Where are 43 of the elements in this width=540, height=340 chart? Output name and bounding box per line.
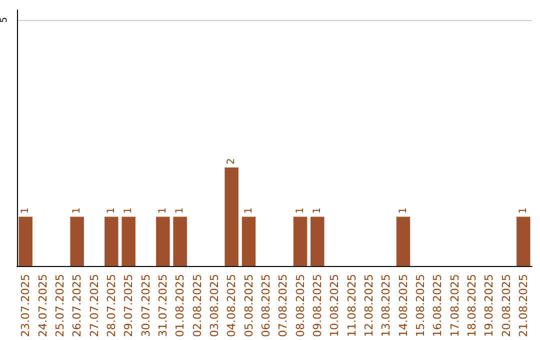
x-tick-label: 29.07.2025 [122, 274, 136, 338]
data-label: 1 [157, 207, 168, 214]
x-tick-label: 16.08.2025 [431, 274, 444, 338]
x-tick-label: 18.08.2025 [465, 274, 478, 338]
x-tick-label: 19.08.2025 [482, 274, 496, 338]
x-tick-label: 03.08.2025 [208, 274, 221, 338]
x-tick-label: 04.08.2025 [225, 274, 238, 338]
data-label: 2 [226, 158, 238, 165]
x-tick-label: 12.08.2025 [362, 274, 376, 338]
x-tick-label: 02.08.2025 [190, 274, 204, 338]
x-tick-label: 20.08.2025 [500, 274, 513, 338]
x-tick-label: 23.07.2025 [19, 274, 32, 338]
data-label: 1 [243, 207, 254, 214]
x-tick-label: 05.08.2025 [242, 274, 256, 338]
x-tick-label: 01.08.2025 [174, 274, 187, 338]
data-label: 1 [518, 207, 529, 214]
x-tick-label: 27.07.2025 [88, 274, 101, 338]
x-tick-label: 07.08.2025 [276, 274, 290, 338]
x-tick-label: 08.08.2025 [294, 274, 307, 338]
data-label: 1 [20, 207, 32, 214]
data-label: 1 [123, 207, 134, 214]
x-tick-label: 21.08.2025 [516, 274, 530, 338]
x-tick-label: 14.08.2025 [396, 274, 410, 338]
y-tick-label: 5 [0, 16, 10, 23]
x-tick-label: 28.07.2025 [104, 274, 118, 338]
data-label: 1 [72, 207, 83, 214]
x-tick-label: 10.08.2025 [328, 274, 342, 338]
x-tick-label: 25.07.2025 [53, 274, 66, 338]
data-label: 1 [312, 207, 323, 214]
data-label: 1 [174, 207, 186, 214]
x-tick-label: 17.08.2025 [448, 274, 462, 338]
x-tick-label: 09.08.2025 [310, 274, 324, 338]
x-tick-label: 26.07.2025 [70, 274, 84, 338]
x-tick-label: 30.07.2025 [139, 274, 152, 338]
data-label: 1 [398, 207, 409, 214]
x-tick-label: 06.08.2025 [259, 274, 272, 338]
x-tick-label: 24.07.2025 [36, 274, 50, 338]
x-tick-label: 31.07.2025 [156, 274, 170, 338]
x-tick-label: 11.08.2025 [345, 274, 358, 338]
x-tick-label: 15.08.2025 [414, 274, 427, 338]
data-label: 1 [294, 207, 306, 214]
data-label: 1 [106, 207, 117, 214]
x-tick-label: 13.08.2025 [380, 274, 393, 338]
